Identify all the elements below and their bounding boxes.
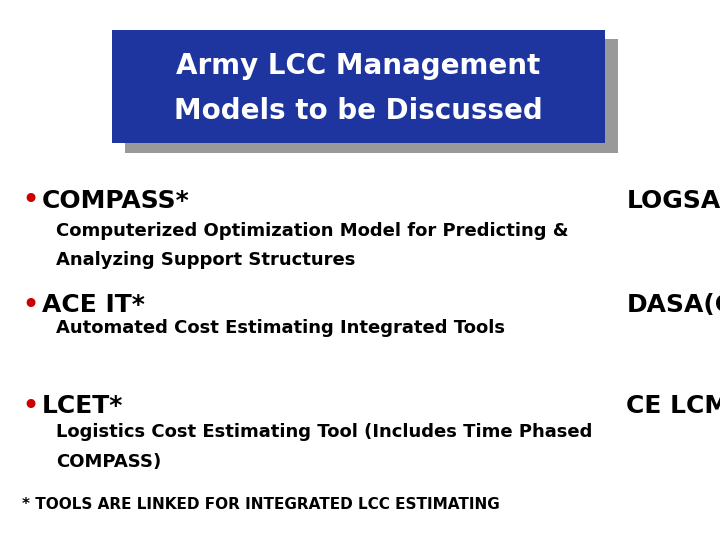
Text: LOGSA: LOGSA: [626, 189, 720, 213]
Text: ACE IT*: ACE IT*: [42, 293, 145, 317]
Text: * TOOLS ARE LINKED FOR INTEGRATED LCC ESTIMATING: * TOOLS ARE LINKED FOR INTEGRATED LCC ES…: [22, 497, 500, 512]
Text: •: •: [22, 392, 40, 421]
Text: CE LCMC: CE LCMC: [626, 394, 720, 418]
Text: LCET*: LCET*: [42, 394, 123, 418]
Text: •: •: [22, 291, 40, 320]
Text: •: •: [22, 186, 40, 215]
Text: Army LCC Management: Army LCC Management: [176, 52, 540, 80]
Text: Computerized Optimization Model for Predicting &: Computerized Optimization Model for Pred…: [56, 221, 569, 240]
FancyBboxPatch shape: [112, 30, 605, 143]
Text: Analyzing Support Structures: Analyzing Support Structures: [56, 251, 356, 269]
Text: COMPASS*: COMPASS*: [42, 189, 189, 213]
FancyBboxPatch shape: [125, 39, 618, 153]
Text: Logistics Cost Estimating Tool (Includes Time Phased: Logistics Cost Estimating Tool (Includes…: [56, 423, 593, 441]
Text: DASA(CE): DASA(CE): [626, 293, 720, 317]
Text: Automated Cost Estimating Integrated Tools: Automated Cost Estimating Integrated Too…: [56, 319, 505, 338]
Text: Models to be Discussed: Models to be Discussed: [174, 97, 543, 125]
Text: COMPASS): COMPASS): [56, 453, 161, 471]
